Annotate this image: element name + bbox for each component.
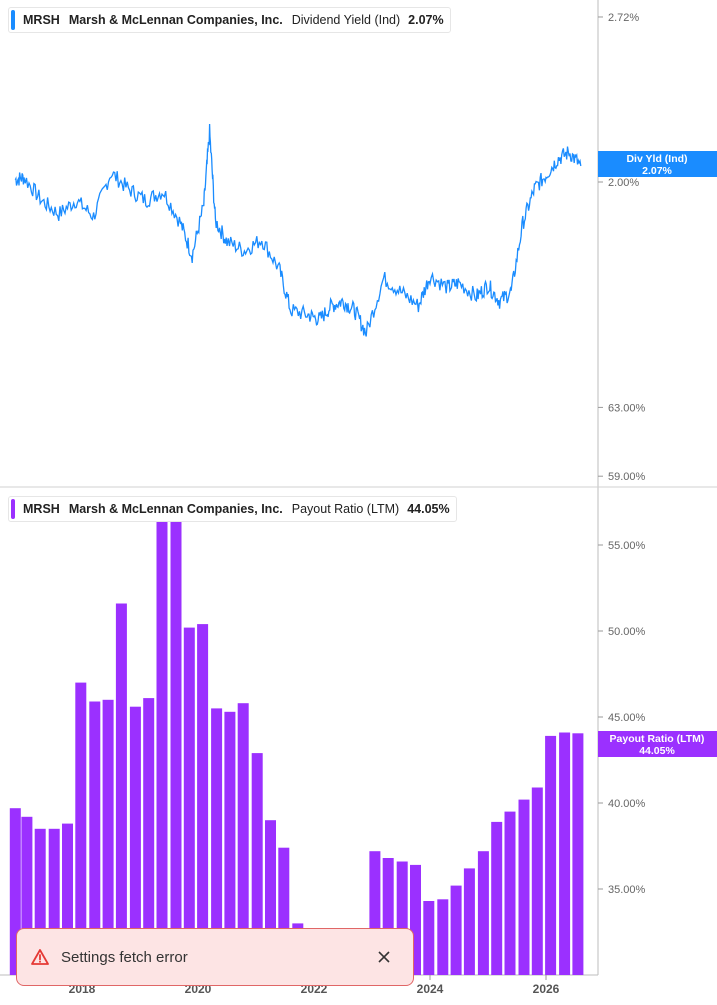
payout-ratio-bar [572, 733, 584, 975]
dividend-yield-line-layer [14, 123, 582, 337]
top-legend-ticker: MRSH [23, 13, 60, 27]
top-legend-metric: Dividend Yield (Ind) [291, 13, 401, 27]
payout-ratio-bar [559, 732, 571, 975]
bottom-legend-company: Marsh & McLennan Companies, Inc. [68, 502, 283, 516]
bottom-y-tick-label: 59.00% [608, 471, 646, 483]
div-yld-badge-label: Div Yld (Ind) [626, 153, 687, 165]
bottom-legend-metric: Payout Ratio (LTM) [291, 502, 400, 516]
payout-ratio-bar [265, 820, 276, 975]
payout-ratio-bar [62, 823, 73, 975]
payout-ratio-bar [477, 851, 489, 975]
bottom-legend[interactable]: MRSH Marsh & McLennan Companies, Inc. Pa… [8, 496, 457, 522]
x-tick-label: 2024 [417, 982, 444, 996]
x-tick-label: 2026 [533, 982, 560, 996]
payout-ratio-bar [102, 699, 114, 975]
top-legend[interactable]: MRSH Marsh & McLennan Companies, Inc. Di… [8, 7, 451, 33]
bottom-legend-value: 44.05% [407, 502, 450, 516]
bottom-legend-color-bar [11, 499, 15, 519]
payout-ratio-bar [34, 828, 46, 975]
payout-ratio-bar [237, 703, 249, 975]
payout-ratio-bar [369, 851, 381, 975]
top-legend-color-bar [11, 10, 15, 30]
dividend-yield-series-line [14, 123, 582, 337]
payout-badge-label: Payout Ratio (LTM) [610, 733, 705, 745]
payout-ratio-bar [183, 627, 195, 975]
bottom-y-tick-label: 55.00% [608, 540, 646, 552]
payout-ratio-bar [518, 799, 530, 975]
bottom-legend-ticker: MRSH [23, 502, 60, 516]
bottom-y-tick-label: 40.00% [608, 798, 646, 810]
payout-ratio-bar [450, 885, 462, 975]
payout-ratio-bar [504, 811, 516, 975]
top-y-tick-label: 2.00% [608, 177, 639, 189]
div-yld-badge-value: 2.07% [642, 165, 672, 177]
payout-ratio-bar [224, 711, 236, 975]
payout-ratio-bar [531, 787, 543, 975]
payout-ratio-bar [170, 510, 182, 975]
payout-ratio-bar [463, 868, 475, 975]
payout-ratio-bar [21, 816, 33, 975]
payout-ratio-badge: Payout Ratio (LTM) 44.05% [598, 731, 717, 757]
toast-close-button[interactable] [369, 942, 399, 972]
bottom-y-axis: 63.00% 59.00% 55.00% 50.00% 45.00% 40.00% 35.0… [598, 402, 646, 896]
payout-ratio-bar [396, 861, 408, 975]
payout-ratio-bar [143, 698, 155, 975]
payout-ratio-bar [278, 847, 290, 975]
bottom-y-tick-label: 45.00% [608, 712, 646, 724]
div-yld-badge: Div Yld (Ind) 2.07% [598, 151, 717, 177]
payout-ratio-bar [545, 735, 557, 975]
top-y-axis: 2.72% 2.00% [598, 12, 639, 189]
payout-ratio-bar [197, 624, 209, 975]
top-y-tick-label: 2.72% [608, 12, 639, 24]
warning-triangle-icon [31, 949, 49, 965]
bottom-y-tick-label: 50.00% [608, 626, 646, 638]
toast-message: Settings fetch error [61, 948, 188, 966]
payout-ratio-bar [410, 864, 421, 975]
payout-ratio-bar [437, 899, 449, 975]
close-icon [378, 951, 390, 963]
payout-ratio-bar [89, 701, 101, 975]
payout-ratio-bar [75, 682, 87, 975]
payout-ratio-bar [211, 708, 223, 975]
payout-ratio-bar [115, 603, 127, 975]
payout-ratio-bar [156, 517, 168, 975]
payout-ratio-bar [129, 706, 141, 975]
payout-ratio-bar [9, 808, 21, 975]
payout-ratio-bar [423, 901, 435, 975]
bottom-y-tick-label: 63.00% [608, 402, 646, 414]
payout-badge-value: 44.05% [639, 745, 675, 757]
top-legend-value: 2.07% [408, 13, 444, 27]
payout-bars-layer [9, 510, 584, 975]
payout-ratio-bar [48, 828, 60, 975]
payout-ratio-bar [251, 753, 263, 975]
top-legend-company: Marsh & McLennan Companies, Inc. [68, 13, 283, 27]
error-toast: Settings fetch error [16, 928, 414, 986]
payout-ratio-bar [491, 821, 503, 975]
bottom-y-tick-label: 35.00% [608, 884, 646, 896]
payout-ratio-bar [382, 858, 394, 975]
